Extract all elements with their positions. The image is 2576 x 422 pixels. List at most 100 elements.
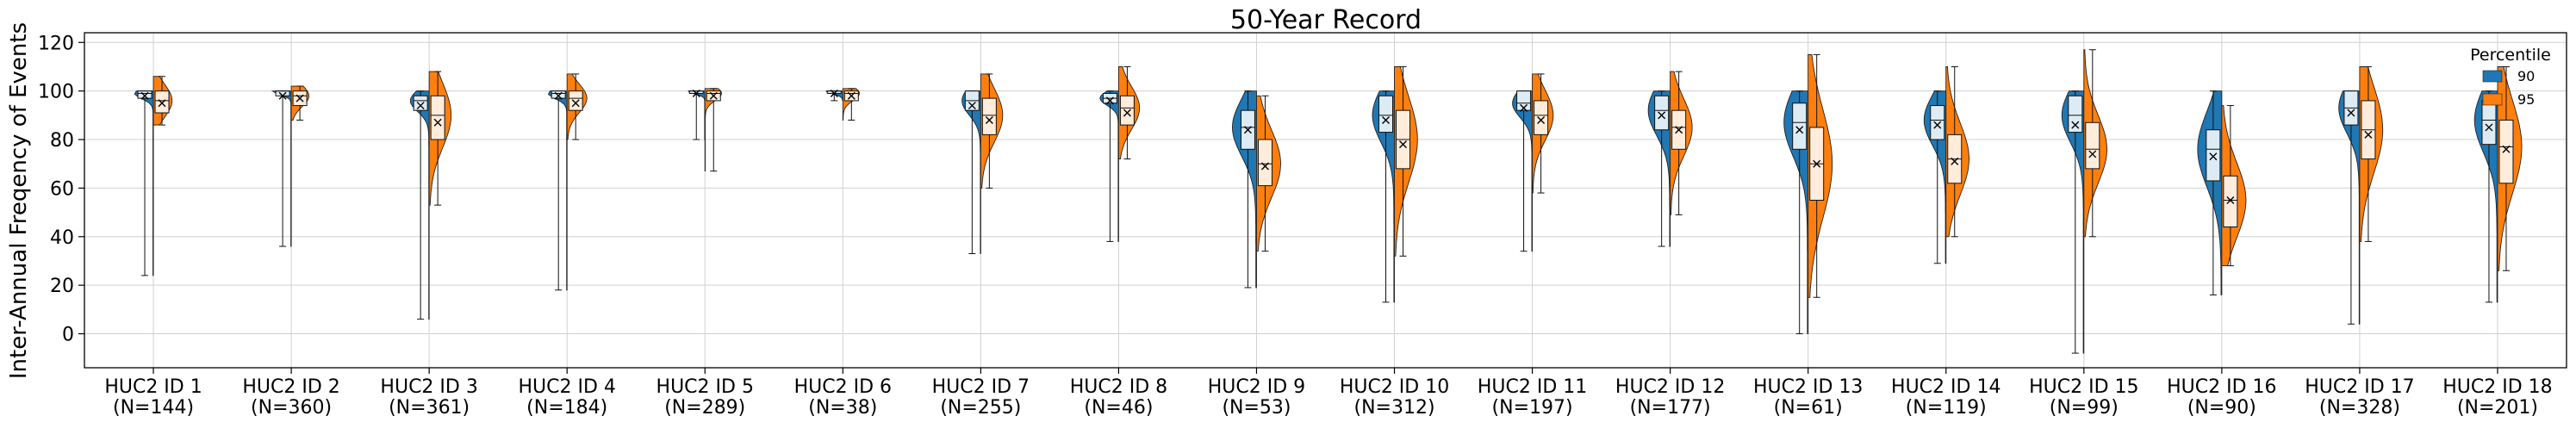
x-tick-count: (N=38): [808, 397, 877, 419]
y-tick-label: 80: [50, 130, 74, 152]
x-tick-count: (N=197): [1492, 397, 1573, 419]
mean-marker: [1520, 103, 1528, 112]
violin-90: [1099, 90, 1119, 242]
violin-90: [961, 90, 981, 254]
mean-marker: [709, 91, 718, 100]
x-tick-label: HUC2 ID 8: [1070, 376, 1167, 398]
y-tick-label: 100: [38, 82, 74, 103]
box-iqr: [981, 97, 997, 135]
violin-90: [547, 90, 568, 291]
mean-marker: [985, 115, 993, 124]
plot-frame: [84, 32, 2567, 369]
legend-swatch-90: [2482, 70, 2503, 83]
x-tick-count: (N=53): [1222, 397, 1291, 419]
mean-marker: [554, 91, 563, 100]
mean-marker: [158, 99, 166, 108]
box-iqr: [1119, 95, 1135, 126]
x-tick-label: HUC2 ID 2: [242, 376, 339, 398]
mean-marker: [830, 89, 838, 97]
mean-marker: [2209, 152, 2218, 161]
y-tick-label: 120: [38, 33, 74, 54]
box-iqr: [2085, 121, 2100, 170]
mean-marker: [2364, 130, 2373, 139]
mean-marker: [1813, 159, 1821, 168]
box-iqr: [1378, 95, 1394, 133]
chart-title: 50-Year Record: [1230, 5, 1422, 35]
box-iqr: [1257, 139, 1272, 187]
x-tick-count: (N=328): [2319, 397, 2400, 419]
mean-marker: [2502, 145, 2511, 153]
x-tick-count: (N=61): [1774, 397, 1843, 419]
mean-marker: [1951, 157, 1959, 165]
mean-marker: [1795, 126, 1804, 134]
mean-marker: [968, 102, 976, 110]
box-iqr: [2068, 95, 2083, 133]
legend-title: Percentile: [2470, 46, 2551, 65]
x-tick-count: (N=312): [1353, 397, 1434, 419]
x-tick-count: (N=144): [113, 397, 194, 419]
mean-marker: [1123, 109, 1131, 117]
mean-marker: [2347, 109, 2355, 117]
x-tick-count: (N=90): [2187, 397, 2256, 419]
box-iqr: [2498, 119, 2514, 184]
box-iqr: [1654, 95, 1670, 131]
x-tick-count: (N=255): [940, 397, 1021, 419]
mean-marker: [1399, 140, 1408, 149]
violin-90: [2061, 90, 2085, 354]
x-tick-count: (N=360): [251, 397, 332, 419]
x-tick-label: HUC2 ID 18: [2442, 376, 2552, 398]
mean-marker: [433, 118, 442, 127]
box-plots: [137, 49, 2514, 354]
violin-90: [1372, 90, 1395, 303]
box-iqr: [1516, 90, 1532, 111]
violin-90: [1783, 90, 1809, 335]
legend-label-90: 90: [2517, 68, 2535, 84]
mean-marker: [278, 91, 287, 100]
x-tick-count: (N=361): [389, 397, 470, 419]
mean-marker: [140, 91, 149, 100]
mean-marker: [1537, 115, 1546, 124]
x-tick-label: HUC2 ID 12: [1615, 376, 1725, 398]
x-tick-count: (N=201): [2457, 397, 2538, 419]
mean-marker: [1675, 126, 1683, 134]
y-axis-label: Inter-Annual Freqency of Events: [6, 22, 32, 379]
mean-marker: [692, 89, 700, 97]
x-tick-count: (N=177): [1630, 397, 1711, 419]
box-iqr: [1930, 105, 1945, 140]
mean-marker: [571, 99, 580, 108]
x-axis: HUC2 ID 1(N=144) HUC2 ID 2(N=360) HUC2 ID …: [104, 368, 2553, 419]
violin-90: [271, 90, 292, 247]
mean-marker: [1933, 121, 1942, 129]
x-tick-label: HUC2 ID 1: [104, 376, 202, 398]
x-tick-count: (N=46): [1084, 397, 1153, 419]
x-tick-label: HUC2 ID 6: [794, 376, 892, 398]
x-tick-count: (N=119): [1906, 397, 1987, 419]
mean-marker: [2088, 150, 2097, 158]
box-iqr: [1792, 102, 1808, 150]
legend-swatch-95: [2482, 93, 2503, 106]
x-tick-label: HUC2 ID 15: [2029, 376, 2138, 398]
box-iqr: [137, 90, 152, 99]
grid-lines: [84, 33, 2567, 368]
box-iqr: [413, 95, 428, 111]
mean-marker: [2071, 121, 2080, 129]
x-tick-label: HUC2 ID 3: [380, 376, 477, 398]
box-iqr: [1534, 100, 1549, 135]
y-tick-label: 40: [50, 227, 74, 249]
mean-marker: [416, 102, 425, 110]
violin-90: [134, 90, 154, 276]
legend: Percentile 90 95: [2470, 46, 2551, 108]
y-tick-label: 60: [50, 178, 74, 200]
violin-90: [2338, 90, 2361, 325]
x-tick-label: HUC2 ID 14: [1891, 376, 2000, 398]
y-axis: 0 20 40 60 80 100 120: [38, 33, 84, 346]
x-tick-count: (N=289): [664, 397, 745, 419]
box-iqr: [2481, 100, 2497, 146]
box-iqr: [2206, 129, 2221, 182]
box-iqr: [568, 90, 583, 111]
x-tick-label: HUC2 ID 10: [1340, 376, 1449, 398]
x-tick-count: (N=99): [2050, 397, 2119, 419]
x-tick-label: HUC2 ID 13: [1753, 376, 1863, 398]
mean-marker: [1658, 111, 1666, 120]
